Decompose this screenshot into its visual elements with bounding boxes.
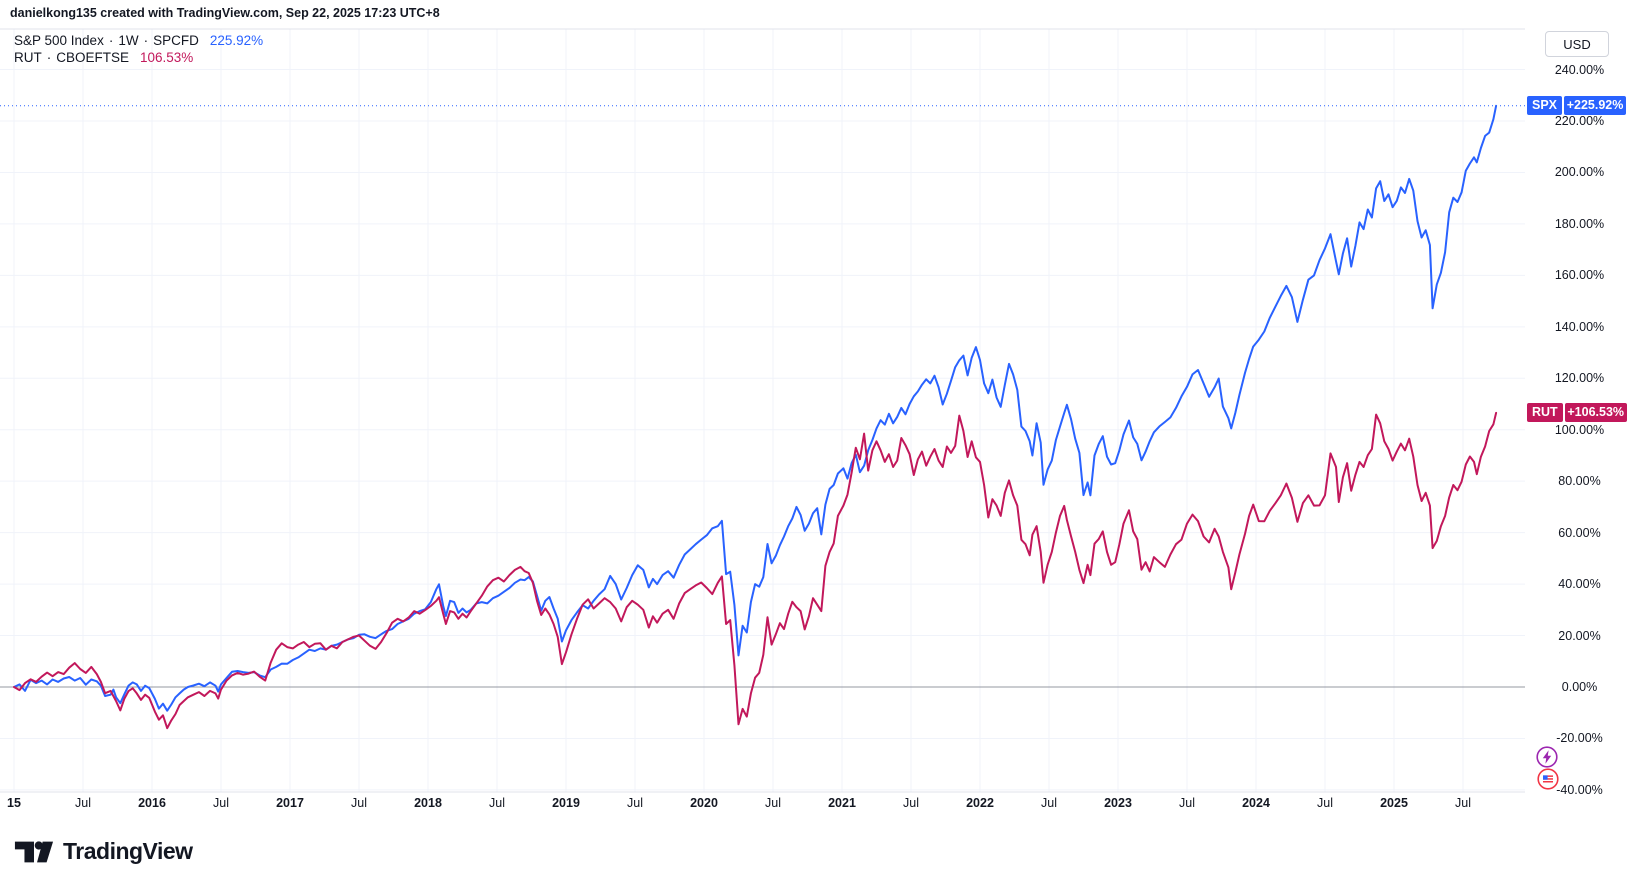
price-tick-label: 220.00% — [1554, 114, 1605, 128]
time-tick-label: 2021 — [828, 796, 856, 810]
legend-symbol-title[interactable]: RUT — [14, 50, 42, 65]
legend-exchange: SPCFD — [153, 33, 199, 48]
lightning-icon-button[interactable] — [1536, 746, 1558, 768]
currency-usd-button[interactable]: USD — [1545, 31, 1609, 57]
time-tick-label: 2020 — [690, 796, 718, 810]
price-tick-label: 240.00% — [1554, 62, 1605, 77]
spx-price-label: SPX +225.92% — [1527, 96, 1627, 116]
price-tick-label: 80.00% — [1558, 474, 1601, 489]
attribution-text: danielkong135 created with TradingView.c… — [10, 6, 440, 20]
price-tick-label: -20.00% — [1556, 731, 1603, 746]
chart-legend: S&P 500 Index · 1W · SPCFD 225.92% RUT ·… — [14, 33, 263, 67]
rut-symbol-chip: RUT — [1527, 403, 1563, 423]
price-tick-label: 20.00% — [1558, 628, 1601, 643]
spx-series-line — [13, 104, 1498, 712]
time-tick-label: 2018 — [414, 796, 442, 810]
price-tick-label: 60.00% — [1558, 525, 1601, 540]
lightning-icon — [1536, 746, 1558, 768]
time-tick-label: Jul — [1041, 796, 1057, 810]
spx-price-value: +225.92% — [1564, 96, 1627, 116]
time-tick-label: Jul — [351, 796, 367, 810]
price-tick-label: 120.00% — [1554, 371, 1605, 386]
legend-value-rut: 106.53% — [140, 50, 194, 65]
time-tick-label: 2023 — [1104, 796, 1132, 810]
price-tick-label: 180.00% — [1554, 216, 1605, 231]
legend-row-rut[interactable]: RUT · CBOEFTSE 106.53% — [14, 50, 263, 66]
price-tick-label: 140.00% — [1554, 319, 1605, 334]
time-tick-label: 15 — [7, 796, 21, 810]
time-tick-label: Jul — [75, 796, 91, 810]
legend-separator: · — [108, 33, 114, 48]
legend-interval: 1W — [118, 33, 139, 48]
time-tick-label: Jul — [1455, 796, 1471, 810]
price-tick-label: 160.00% — [1554, 268, 1605, 283]
price-tick-label: 0.00% — [1561, 680, 1598, 694]
time-tick-label: Jul — [903, 796, 919, 810]
time-tick-label: 2019 — [552, 796, 580, 810]
time-tick-label: Jul — [627, 796, 643, 810]
legend-value-spx: 225.92% — [209, 33, 264, 48]
spx-symbol-chip: SPX — [1527, 96, 1563, 116]
legend-row-spx[interactable]: S&P 500 Index · 1W · SPCFD 225.92% — [14, 33, 263, 49]
time-tick-label: 2022 — [966, 796, 994, 810]
rut-price-value: +106.53% — [1564, 403, 1627, 423]
time-tick-label: Jul — [1317, 796, 1333, 810]
time-tick-label: 2024 — [1242, 796, 1270, 810]
price-tick-label: 100.00% — [1554, 422, 1605, 437]
price-tick-label: 40.00% — [1558, 577, 1601, 592]
price-scale[interactable]: USD SPX +225.92% RUT +106.53% 240.00% 220… — [1525, 29, 1634, 812]
legend-symbol-title[interactable]: S&P 500 Index — [14, 33, 104, 48]
time-tick-label: Jul — [765, 796, 781, 810]
legend-separator: · — [143, 33, 149, 48]
time-tick-label: 2016 — [138, 796, 166, 810]
us-flag-icon-button[interactable] — [1537, 768, 1559, 790]
tradingview-logo-text: TradingView — [63, 838, 193, 864]
time-tick-label: Jul — [1179, 796, 1195, 810]
time-scale[interactable]: 15 Jul 2016 Jul 2017 Jul 2018 Jul 2019 Jul 2020 Jul… — [0, 794, 1525, 816]
tradingview-logo-icon — [14, 840, 54, 862]
tradingview-logo[interactable]: TradingView — [14, 838, 193, 865]
rut-price-label: RUT +106.53% — [1527, 403, 1627, 423]
time-tick-label: 2025 — [1380, 796, 1408, 810]
rut-series-line — [13, 411, 1498, 730]
price-tick-label: 200.00% — [1554, 165, 1605, 180]
time-tick-label: Jul — [213, 796, 229, 810]
time-tick-label: 2017 — [276, 796, 304, 810]
us-flag-icon — [1537, 768, 1559, 790]
time-tick-label: Jul — [489, 796, 505, 810]
legend-separator: · — [46, 50, 52, 65]
price-tick-label: -40.00% — [1556, 782, 1603, 797]
legend-exchange: CBOEFTSE — [56, 50, 130, 65]
